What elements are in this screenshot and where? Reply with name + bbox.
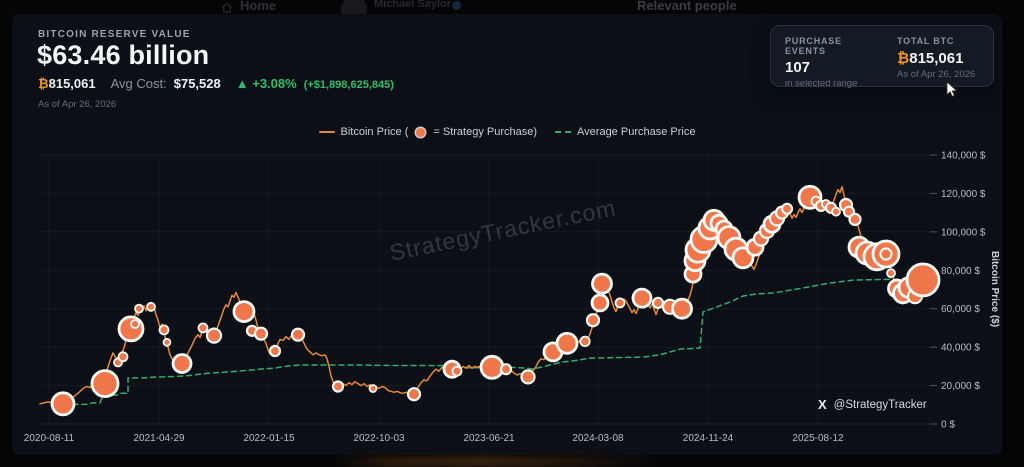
background-photo-sliver [330,456,670,467]
handle-text: @StrategyTracker [833,398,927,411]
legend-avg-label[interactable]: Average Purchase Price [577,126,696,138]
watermark: StrategyTracker.com [387,194,619,266]
change-absolute: (+$1,898,625,845) [303,79,394,91]
avg-cost-value: $75,528 [173,76,221,91]
as-of-date: As of Apr 26, 2026 [38,99,117,110]
btc-symbol: ₿ [897,49,910,67]
btc-amount: 815,061 [48,76,96,91]
x-logo-icon: X [818,397,827,412]
up-arrow-icon: ▲ [235,76,249,91]
purchase-events-stat: PURCHASE EVENTS 107 in selected range [785,36,883,89]
home-icon[interactable] [221,1,233,14]
mouse-cursor [946,81,960,104]
background-app-bar: Home Michael Saylor Relevant people [0,0,1024,14]
legend-price-label[interactable]: Bitcoin Price ( [340,126,409,138]
legend-purchase-label[interactable]: = Strategy Purchase) [433,126,538,138]
card-kicker: BITCOIN RESERVE VALUE [38,29,191,40]
btc-holdings: ₿815,061 [38,76,96,92]
footer-handle[interactable]: X @StrategyTracker [818,397,927,412]
reserve-card: BITCOIN RESERVE VALUE $63.46 billion ₿81… [12,14,1002,455]
total-btc-value: ₿815,061 [897,49,964,67]
purchase-events-label: PURCHASE EVENTS [785,36,842,56]
price-line-swatch-icon [318,131,335,133]
total-btc-label: TOTAL BTC [897,36,955,46]
btc-symbol: ₿ [38,77,49,92]
avg-dash-swatch-icon [555,131,572,133]
avatar[interactable] [341,0,367,14]
total-btc-sub: As of Apr 26, 2026 [897,69,976,80]
relevant-people-heading: Relevant people [637,0,737,13]
purchase-events-value: 107 [785,59,811,76]
stats-panel: PURCHASE EVENTS 107 in selected range TO… [770,25,994,89]
avg-cost-label: Avg Cost: [110,76,167,91]
purchase-events-sub: in selected range [785,78,858,89]
verified-badge-icon [452,1,461,10]
purchase-dot-icon [416,127,426,137]
reserve-value: $63.46 billion [37,40,210,70]
nav-home-label[interactable]: Home [240,0,277,13]
change-percent: ▲ +3.08% [235,76,297,91]
profile-name[interactable]: Michael Saylor [374,0,452,10]
total-btc-stat: TOTAL BTC ₿815,061 As of Apr 26, 2026 [897,36,993,86]
chart-legend: Bitcoin Price ( = Strategy Purchase) Ave… [12,126,1002,138]
reserve-subline: ₿815,061 Avg Cost: $75,528 ▲ +3.08% (+$1… [38,76,394,92]
